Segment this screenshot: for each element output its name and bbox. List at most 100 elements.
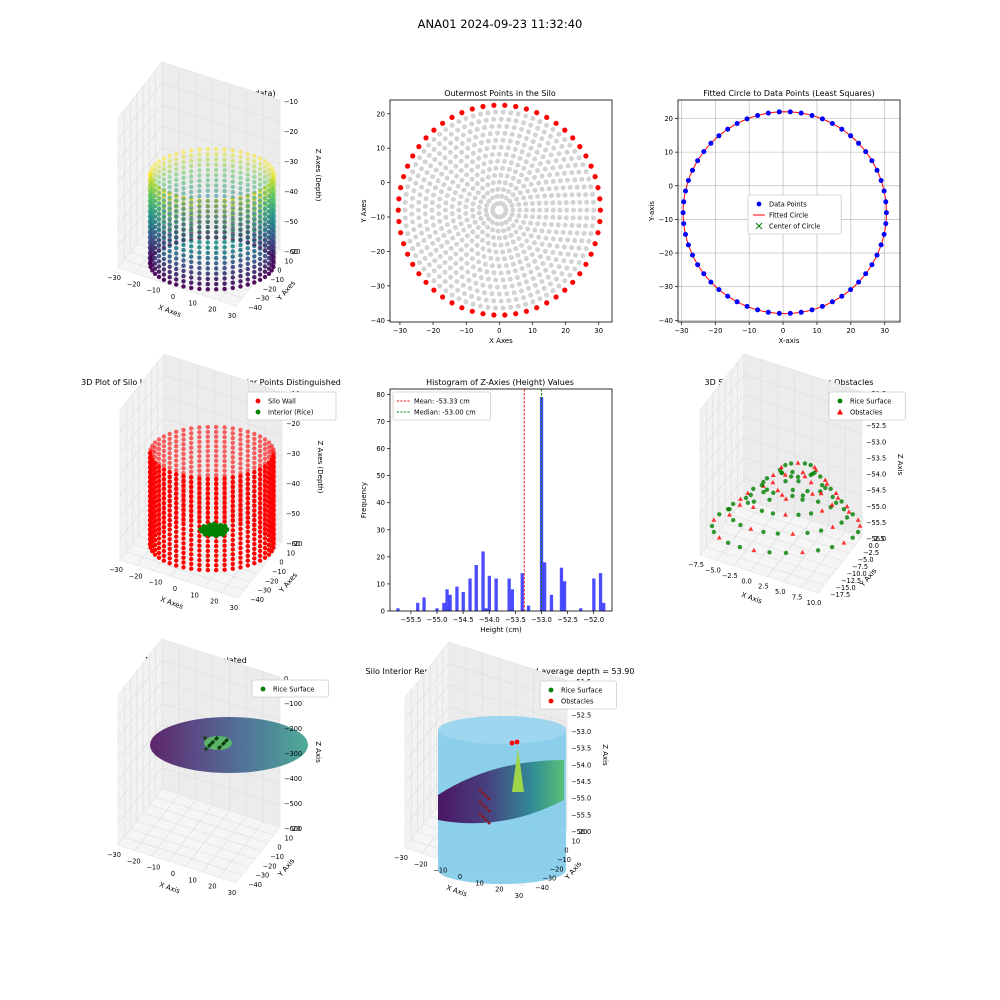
- raw-point: [189, 285, 194, 291]
- wall-point: [214, 439, 219, 444]
- interior-point: [482, 125, 487, 131]
- panel-wall-interior-ytick: 0: [279, 559, 283, 567]
- interior-rice-point: [201, 524, 207, 529]
- interior-point: [543, 214, 549, 220]
- raw-point: [238, 201, 243, 207]
- interior-point: [490, 180, 496, 186]
- wall-point: [181, 451, 186, 457]
- raw-point: [167, 231, 172, 237]
- obstacle-point: [779, 492, 785, 497]
- interior-point: [435, 178, 441, 184]
- interior-point: [500, 277, 506, 283]
- interior-point: [402, 215, 408, 221]
- wall-point: [205, 477, 210, 483]
- wall-point: [266, 552, 272, 557]
- raw-point: [238, 253, 243, 258]
- panel-fitted-circle-frame: [677, 99, 901, 323]
- rice-surface-point: [783, 550, 789, 556]
- interior-point: [581, 184, 587, 190]
- raw-point: [230, 285, 235, 291]
- wall-point: [174, 506, 179, 511]
- obstacle-point: [727, 512, 732, 517]
- raw-point: [197, 245, 202, 250]
- interior-point: [505, 269, 511, 275]
- interior-point: [511, 290, 517, 296]
- wall-point: [262, 523, 268, 529]
- raw-point: [156, 206, 162, 211]
- raw-point: [245, 282, 250, 287]
- interior-point: [514, 140, 520, 146]
- panel-histogram-legend-label: Mean: -53.33 cm: [414, 398, 470, 406]
- outermost-point: [570, 135, 576, 141]
- interior-point: [554, 243, 560, 249]
- interior-point: [478, 216, 484, 221]
- interior-point: [493, 165, 499, 171]
- panel-silo-representation-legend-label: Obstacles: [561, 698, 594, 706]
- interior-point: [470, 229, 476, 235]
- rice-surface-point: [805, 488, 810, 494]
- rice-surface-point: [771, 490, 776, 495]
- interior-point: [496, 123, 502, 129]
- raw-point: [245, 261, 250, 266]
- raw-point: [181, 186, 186, 191]
- raw-point: [262, 247, 268, 253]
- interior-point: [491, 298, 497, 304]
- obstacle-point: [478, 788, 482, 792]
- rice-surface-point: [818, 474, 823, 479]
- interior-point: [441, 233, 447, 238]
- interior-point: [508, 232, 514, 238]
- raw-point: [174, 256, 179, 261]
- wall-point: [205, 444, 210, 449]
- interior-point: [506, 226, 512, 232]
- interior-point: [548, 281, 553, 287]
- panel-histogram-ytick: 60: [376, 445, 385, 453]
- interior-point: [500, 165, 506, 171]
- interior-point: [447, 159, 453, 165]
- wall-point: [257, 544, 263, 549]
- interior-point: [557, 215, 563, 221]
- interior-point: [558, 237, 563, 242]
- interior-point: [455, 127, 461, 133]
- interior-point: [513, 169, 519, 175]
- wall-point: [167, 455, 172, 461]
- panel-silo-representation-ztick: −52.5: [571, 711, 591, 719]
- raw-point: [189, 275, 194, 280]
- wall-point: [156, 475, 162, 481]
- wall-point: [152, 531, 158, 536]
- interior-point: [475, 225, 481, 231]
- wall-point: [230, 464, 235, 470]
- wall-point: [152, 483, 158, 488]
- interior-point: [469, 167, 475, 173]
- wall-point: [189, 498, 194, 503]
- wall-point: [214, 453, 219, 459]
- figure-suptitle: ANA01 2024-09-23 11:32:40: [417, 17, 583, 31]
- interior-point: [536, 200, 542, 206]
- wall-point: [222, 454, 227, 459]
- raw-point: [197, 239, 202, 245]
- raw-point: [230, 189, 235, 195]
- data-point: [681, 199, 687, 205]
- interior-point: [503, 152, 509, 158]
- panel-fitted-circle-xlabel: X-axis: [779, 337, 800, 345]
- wall-point: [230, 431, 235, 436]
- panel-outermost-frame: [389, 99, 613, 323]
- wall-point: [262, 555, 268, 560]
- interior-point: [495, 130, 500, 136]
- raw-point: [222, 157, 227, 163]
- panel-silo-representation-legend-marker: [548, 698, 554, 704]
- panel-wall-interior-ytick: −10: [272, 568, 286, 576]
- interior-point: [464, 233, 470, 239]
- interior-point: [438, 226, 444, 231]
- interior-point: [427, 234, 433, 239]
- interior-point: [537, 161, 543, 167]
- panel-raw-data-ytick: −20: [263, 285, 277, 293]
- interior-point: [519, 266, 525, 271]
- panel-histogram-xtick: −54.0: [479, 616, 500, 624]
- wall-point: [214, 444, 219, 449]
- raw-point: [197, 214, 202, 220]
- panel-rice-interpolated-legend: [251, 679, 329, 698]
- wall-point: [205, 563, 210, 568]
- panel-rice-vs-obstacles-ztick: −53.0: [866, 438, 886, 446]
- rice-surface-point: [738, 522, 743, 528]
